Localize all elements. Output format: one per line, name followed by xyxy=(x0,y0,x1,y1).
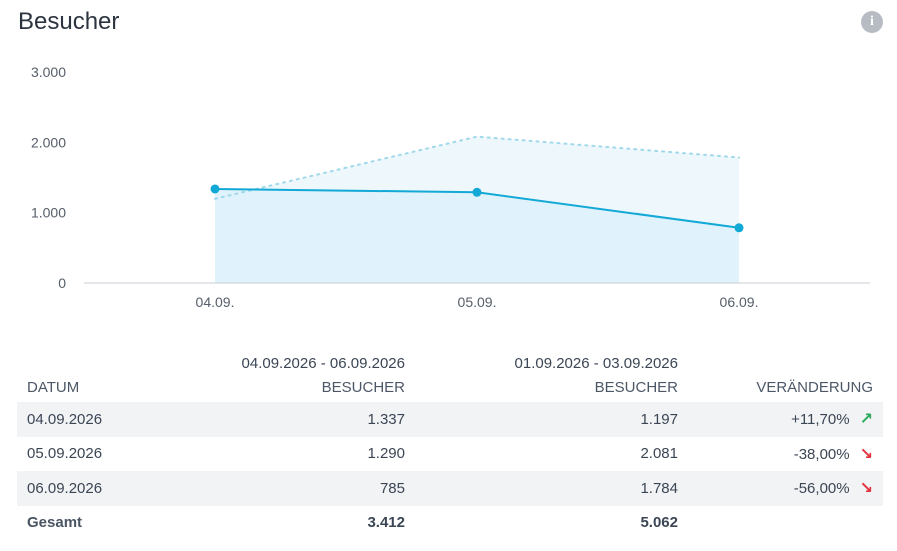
current-period-area xyxy=(215,188,739,283)
table-row: 05.09.2026 1.290 2.081 -38,00% ↘ xyxy=(17,437,883,472)
row-visitors-previous: 2.081 xyxy=(640,445,678,463)
period-current: 04.09.2026 - 06.09.2026 xyxy=(241,355,405,372)
change-value: -38,00% xyxy=(793,445,850,463)
data-point xyxy=(210,184,220,194)
row-date: 05.09.2026 xyxy=(27,445,103,463)
table-row: 04.09.2026 1.337 1.197 +11,70% ↗ xyxy=(17,402,883,437)
trend-down-icon: ↘ xyxy=(859,480,873,498)
x-tick-label: 04.09. xyxy=(196,294,235,310)
widget-title: Besucher xyxy=(18,8,120,35)
trend-down-icon: ↘ xyxy=(859,445,873,463)
y-tick-label: 3.000 xyxy=(31,64,66,80)
data-point xyxy=(472,187,482,197)
total-row: Gesamt 3.412 5.062 xyxy=(17,506,883,540)
period-previous: 01.09.2026 - 03.09.2026 xyxy=(514,355,678,372)
row-visitors-previous: 1.784 xyxy=(415,471,688,506)
total-visitors-current: 3.412 xyxy=(367,514,405,531)
table-row: 06.09.2026 785 1.784 -56,00% ↘ xyxy=(17,471,883,506)
y-tick-label: 1.000 xyxy=(31,205,66,221)
row-change: +11,70% ↗ xyxy=(688,402,883,437)
data-point xyxy=(734,223,744,233)
column-header-visitors-current[interactable]: BESUCHER xyxy=(321,378,405,396)
row-visitors-current: 1.290 xyxy=(367,445,405,463)
info-icon[interactable]: i xyxy=(861,11,883,33)
change-value: -56,00% xyxy=(793,480,850,498)
column-header-visitors-previous[interactable]: BESUCHER xyxy=(594,378,678,396)
row-visitors-current: 1.337 xyxy=(197,402,415,437)
row-visitors-previous: 1.197 xyxy=(415,402,688,437)
column-header-date[interactable]: DATUM xyxy=(27,378,80,396)
period-header-row: 04.09.2026 - 06.09.2026 01.09.2026 - 03.… xyxy=(17,342,883,372)
total-label: Gesamt xyxy=(27,514,83,531)
row-date: 06.09.2026 xyxy=(17,471,197,506)
row-change: -56,00% ↘ xyxy=(688,471,883,506)
trend-up-icon: ↗ xyxy=(859,411,873,429)
y-tick-label: 2.000 xyxy=(31,134,66,150)
column-header-change[interactable]: VERÄNDERUNG xyxy=(756,378,873,396)
total-visitors-previous: 5.062 xyxy=(640,514,678,531)
row-change: -38,00% ↘ xyxy=(688,437,883,472)
empty-cell xyxy=(688,342,883,372)
visitors-table: 04.09.2026 - 06.09.2026 01.09.2026 - 03.… xyxy=(17,342,883,540)
x-tick-label: 06.09. xyxy=(720,294,759,310)
row-date: 04.09.2026 xyxy=(17,402,197,437)
change-value: +11,70% xyxy=(791,411,850,429)
x-tick-label: 05.09. xyxy=(458,294,497,310)
empty-cell xyxy=(688,506,883,540)
column-header-row: DATUM BESUCHER BESUCHER VERÄNDERUNG xyxy=(17,372,883,402)
row-visitors-current: 785 xyxy=(197,471,415,506)
y-tick-label: 0 xyxy=(58,275,66,291)
empty-cell xyxy=(17,342,197,372)
visitors-line-chart: 3.000 2.000 1.000 0 04.09. 05.09. 06.09. xyxy=(31,64,870,310)
